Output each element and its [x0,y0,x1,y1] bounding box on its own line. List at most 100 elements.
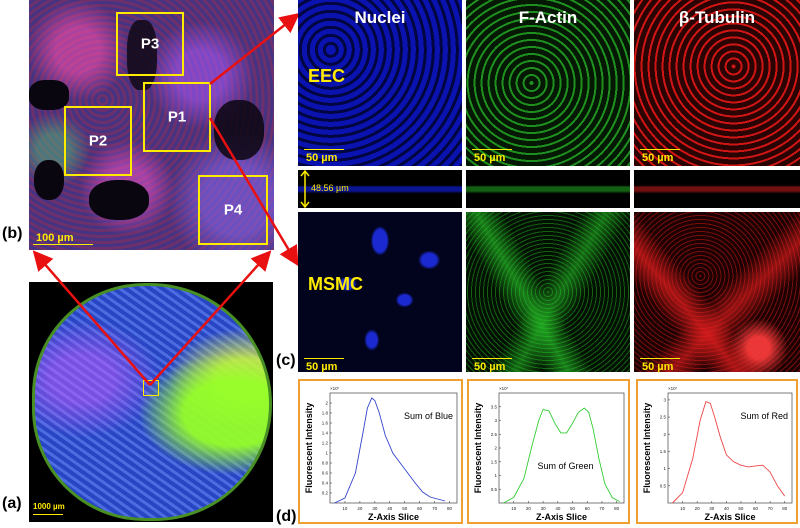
region-box-p3: P3 [116,12,184,76]
x-tick-label: 10 [680,506,686,511]
x-tick-label: 30 [372,506,378,511]
eec-tubulin-scale-bar [640,149,680,150]
x-tick-label: 70 [432,506,438,511]
depth-label: 48.56 µm [311,183,349,193]
eec-nuclei-image [298,0,462,166]
x-axis-label: Z-Axis Slice [536,512,587,522]
x-tick-label: 10 [511,506,517,511]
panel-label-a: (a) [2,495,22,512]
y-exponent: ×10⁷ [668,386,678,391]
x-tick-label: 70 [768,506,774,511]
msmc-factin-image [466,212,630,372]
x-tick-label: 80 [447,506,453,511]
x-axis-label: Z-Axis Slice [368,512,419,522]
y-exponent: ×10⁷ [499,386,509,391]
msmc-nuclei-image [298,212,462,372]
series-line [503,407,620,504]
column-title-nuclei: Nuclei [354,8,406,27]
y-axis-label: Fluorescent Intensity [304,403,314,494]
eec-tubulin-image [634,0,800,166]
chart-blue: 10 20 30 40 50 60 70 80 0.2 0.4 0.6 0.8 1 1.2 1.4 1.6 1.… [298,379,463,524]
y-exponent: ×10⁷ [330,386,340,391]
arrow-to-b-right [149,250,272,386]
row-label-msmc: MSMC [308,274,363,294]
eec-nuclei-scale-label: 50 µm [306,152,338,164]
x-tick-label: 10 [342,506,348,511]
y-tick-label: 0.6 [322,471,329,476]
panel-label-c: (c) [276,352,296,369]
x-tick-label: 40 [555,506,561,511]
depth-strip-nuclei [298,170,462,208]
x-tick-label: 60 [417,506,423,511]
plot-frame [667,392,793,504]
chart-blue-svg: 10 20 30 40 50 60 70 80 0.2 0.4 0.6 0.8 1 1.2 1.4 1.6 1.… [304,386,458,522]
y-tick-label: 1.2 [322,441,329,446]
region-box-p4: P4 [198,175,268,245]
msmc-nuclei-scale-label: 50 µm [306,361,338,373]
panel-label-b: (b) [2,225,23,242]
chart-title: Sum of Green [537,461,593,471]
x-tick-label: 50 [738,506,744,511]
eec-factin-scale-bar [472,149,512,150]
x-tick-label: 30 [541,506,547,511]
eec-factin-scale-label: 50 µm [474,152,506,164]
msmc-nuclei-scale-bar [304,358,344,359]
arrow-to-eec [209,12,300,85]
msmc-factin-scale-label: 50 µm [474,361,506,373]
y-tick-label: 0.8 [322,461,329,466]
y-tick-label: 1 [663,466,666,471]
y-tick-label: 1.4 [322,431,329,436]
msmc-tubulin-scale-label: 50 µm [642,361,674,373]
arrow-to-msmc [208,117,299,267]
series-line [672,401,786,504]
y-tick-label: 3.5 [491,404,498,409]
y-tick-label: 0.2 [322,491,329,496]
panel-label-d: (d) [276,508,297,525]
y-tick-label: 2.5 [491,432,498,437]
x-tick-label: 70 [599,506,605,511]
chart-green-svg: 10 20 30 40 50 60 70 80 0.5 1 1.5 2 2.5 3 3.5 ×10⁷ Sum o… [473,386,625,522]
tissue-section [35,286,269,518]
column-title-factin: F-Actin [518,8,578,27]
x-tick-label: 40 [387,506,393,511]
y-tick-label: 1 [494,473,497,478]
x-tick-label: 20 [526,506,532,511]
x-tick-label: 80 [782,506,788,511]
y-tick-label: 2 [663,432,666,437]
chart-title: Sum of Red [740,411,788,421]
y-tick-label: 0.4 [322,481,329,486]
msmc-factin-scale-bar [472,358,512,359]
x-tick-label: 30 [709,506,715,511]
inset-marker [143,380,159,396]
x-tick-label: 60 [585,506,591,511]
x-tick-label: 80 [614,506,620,511]
chart-title: Sum of Blue [404,411,453,421]
x-tick-label: 60 [753,506,759,511]
region-box-p2: P2 [64,106,132,176]
y-tick-label: 1 [325,451,328,456]
dark-gap [34,160,64,200]
x-tick-label: 50 [402,506,408,511]
y-tick-label: 0.5 [491,487,498,492]
dark-gap [29,80,69,110]
y-tick-label: 1.6 [322,421,329,426]
depth-indicator [300,170,310,208]
y-axis-label: Fluorescent Intensity [473,403,483,494]
eec-factin-image [466,0,630,166]
overview-scale-bar [33,514,63,515]
chart-green: 10 20 30 40 50 60 70 80 0.5 1 1.5 2 2.5 3 3.5 ×10⁷ Sum o… [467,379,630,524]
y-tick-label: 1.5 [660,449,667,454]
y-axis-label: Fluorescent Intensity [642,403,652,494]
plot-frame [498,392,625,504]
y-tick-label: 2.5 [660,415,667,420]
y-tick-label: 2 [494,446,497,451]
msmc-tubulin-scale-bar [640,358,680,359]
overview-tissue-image: 1000 µm [29,282,273,522]
column-title-tubulin: β-Tubulin [678,8,756,27]
x-tick-label: 50 [570,506,576,511]
eec-tubulin-scale-label: 50 µm [642,152,674,164]
y-tick-label: 3 [494,418,497,423]
y-tick-label: 1.5 [491,459,498,464]
x-tick-label: 40 [724,506,730,511]
